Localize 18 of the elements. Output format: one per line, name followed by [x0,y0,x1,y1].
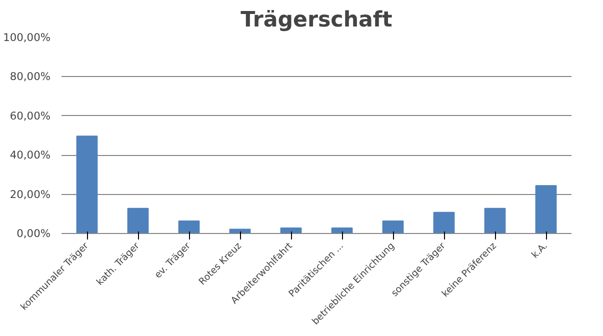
chart-title: Trägerschaft [240,8,392,32]
bar [280,228,302,234]
x-tick-label: k.A. [530,240,550,261]
y-tick-label: 100,00% [3,31,51,44]
y-tick-label: 0,00% [16,227,51,240]
bar [76,136,98,234]
bar [433,212,455,234]
y-tick-label: 60,00% [10,109,51,122]
bar [535,185,557,234]
bar [229,228,251,234]
bar [484,208,506,234]
y-tick-label: 40,00% [10,148,51,162]
y-tick-label: 20,00% [10,188,51,201]
bar [331,228,353,234]
bar [382,220,404,234]
bar [127,208,149,234]
bar [178,220,200,234]
y-tick-label: 80,00% [10,70,51,84]
